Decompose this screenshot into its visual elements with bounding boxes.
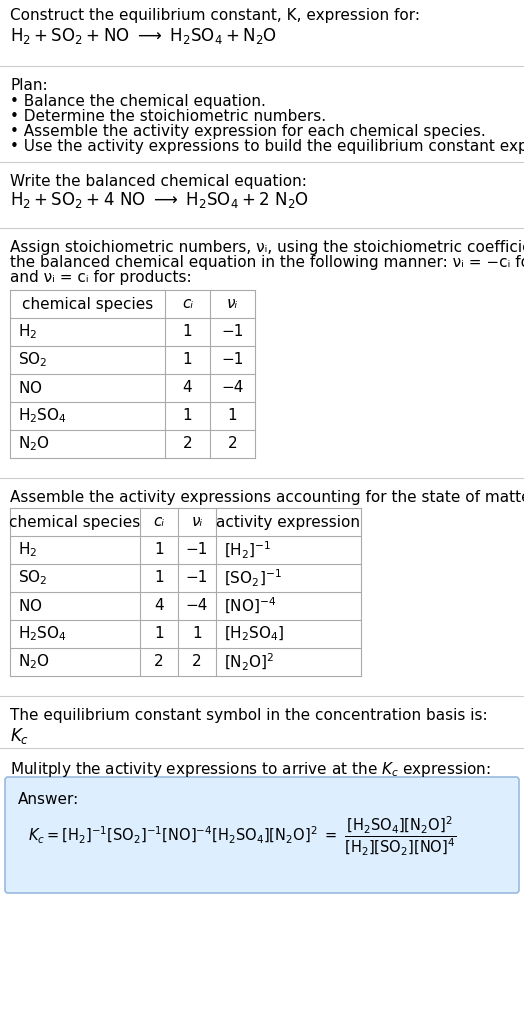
Text: $\mathrm{H_2SO_4}$: $\mathrm{H_2SO_4}$ <box>18 625 67 643</box>
Text: the balanced chemical equation in the following manner: νᵢ = −cᵢ for reactants: the balanced chemical equation in the fo… <box>10 255 524 270</box>
Text: Answer:: Answer: <box>18 792 79 807</box>
Text: 1: 1 <box>183 325 192 340</box>
Text: and νᵢ = cᵢ for products:: and νᵢ = cᵢ for products: <box>10 270 192 285</box>
Text: 1: 1 <box>154 542 164 557</box>
Text: Plan:: Plan: <box>10 78 48 93</box>
Text: $\mathrm{N_2O}$: $\mathrm{N_2O}$ <box>18 652 50 672</box>
Text: 4: 4 <box>154 598 164 614</box>
Text: Mulitply the activity expressions to arrive at the $K_c$ expression:: Mulitply the activity expressions to arr… <box>10 760 490 779</box>
Text: $[\mathrm{H_2SO_4}]$: $[\mathrm{H_2SO_4}]$ <box>224 625 285 643</box>
Text: −4: −4 <box>221 381 244 395</box>
Text: Write the balanced chemical equation:: Write the balanced chemical equation: <box>10 174 307 189</box>
Text: • Use the activity expressions to build the equilibrium constant expression.: • Use the activity expressions to build … <box>10 139 524 154</box>
Text: $[\mathrm{H_2}]^{-1}$: $[\mathrm{H_2}]^{-1}$ <box>224 539 271 561</box>
Text: $\mathrm{SO_2}$: $\mathrm{SO_2}$ <box>18 569 48 587</box>
Text: 2: 2 <box>192 654 202 670</box>
Text: activity expression: activity expression <box>216 515 361 530</box>
Text: $[\mathrm{N_2O}]^2$: $[\mathrm{N_2O}]^2$ <box>224 651 275 673</box>
Text: Construct the equilibrium constant, K, expression for:: Construct the equilibrium constant, K, e… <box>10 8 420 23</box>
Text: −1: −1 <box>221 325 244 340</box>
Text: 2: 2 <box>228 437 237 451</box>
FancyBboxPatch shape <box>5 777 519 893</box>
Text: $[\mathrm{NO}]^{-4}$: $[\mathrm{NO}]^{-4}$ <box>224 596 277 616</box>
Text: 2: 2 <box>154 654 164 670</box>
Text: 1: 1 <box>228 408 237 424</box>
Text: $\mathrm{H_2SO_4}$: $\mathrm{H_2SO_4}$ <box>18 406 67 426</box>
Text: $\mathrm{NO}$: $\mathrm{NO}$ <box>18 598 42 614</box>
Text: 1: 1 <box>154 571 164 585</box>
Text: $\mathrm{H_2 + SO_2 + NO \ \longrightarrow \ H_2SO_4 + N_2O}$: $\mathrm{H_2 + SO_2 + NO \ \longrightarr… <box>10 26 277 46</box>
Text: $K_c = [\mathrm{H_2}]^{-1}[\mathrm{SO_2}]^{-1}[\mathrm{NO}]^{-4}[\mathrm{H_2SO_4: $K_c = [\mathrm{H_2}]^{-1}[\mathrm{SO_2}… <box>28 815 456 858</box>
Text: chemical species: chemical species <box>22 296 153 311</box>
Text: $\mathrm{N_2O}$: $\mathrm{N_2O}$ <box>18 435 50 453</box>
Text: $\mathrm{H_2}$: $\mathrm{H_2}$ <box>18 323 37 341</box>
Text: $[\mathrm{SO_2}]^{-1}$: $[\mathrm{SO_2}]^{-1}$ <box>224 568 282 588</box>
Text: νᵢ: νᵢ <box>227 296 238 311</box>
Text: cᵢ: cᵢ <box>154 515 165 530</box>
Text: $\mathrm{NO}$: $\mathrm{NO}$ <box>18 380 42 396</box>
Text: • Determine the stoichiometric numbers.: • Determine the stoichiometric numbers. <box>10 109 326 124</box>
Text: $\mathrm{SO_2}$: $\mathrm{SO_2}$ <box>18 350 48 370</box>
Text: −4: −4 <box>186 598 208 614</box>
Text: νᵢ: νᵢ <box>191 515 203 530</box>
Text: chemical species: chemical species <box>9 515 140 530</box>
Text: $\mathrm{H_2 + SO_2 + 4\ NO \ \longrightarrow \ H_2SO_4 + 2\ N_2O}$: $\mathrm{H_2 + SO_2 + 4\ NO \ \longright… <box>10 190 309 210</box>
Text: 4: 4 <box>183 381 192 395</box>
Text: • Assemble the activity expression for each chemical species.: • Assemble the activity expression for e… <box>10 124 486 139</box>
Text: 1: 1 <box>183 352 192 368</box>
Text: 1: 1 <box>183 408 192 424</box>
Text: −1: −1 <box>186 571 208 585</box>
Text: The equilibrium constant symbol in the concentration basis is:: The equilibrium constant symbol in the c… <box>10 708 488 723</box>
Text: Assign stoichiometric numbers, νᵢ, using the stoichiometric coefficients, cᵢ, fr: Assign stoichiometric numbers, νᵢ, using… <box>10 240 524 255</box>
Text: $\mathrm{H_2}$: $\mathrm{H_2}$ <box>18 541 37 560</box>
Text: −1: −1 <box>186 542 208 557</box>
Text: cᵢ: cᵢ <box>182 296 193 311</box>
Text: $K_c$: $K_c$ <box>10 726 29 746</box>
Text: • Balance the chemical equation.: • Balance the chemical equation. <box>10 94 266 109</box>
Text: Assemble the activity expressions accounting for the state of matter and νᵢ:: Assemble the activity expressions accoun… <box>10 490 524 505</box>
Text: −1: −1 <box>221 352 244 368</box>
Text: 1: 1 <box>154 627 164 641</box>
Text: 1: 1 <box>192 627 202 641</box>
Text: 2: 2 <box>183 437 192 451</box>
